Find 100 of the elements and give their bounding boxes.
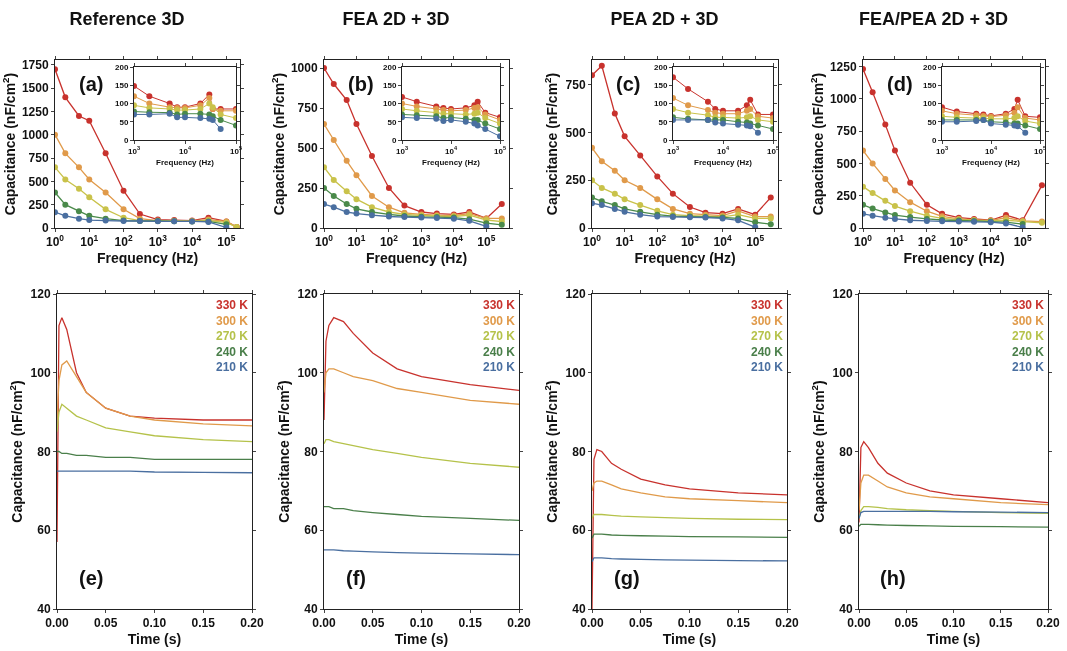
y-tick-label: 500 [297, 141, 318, 156]
x-tick-label: 10$^{0}$ [45, 233, 65, 250]
text: 210 K [483, 360, 516, 374]
x-tick-label: 0.00 [847, 616, 871, 631]
y-tick-label: 0 [310, 221, 318, 236]
x-axis-title: Time (s) [394, 630, 449, 647]
annotation: (c) [616, 73, 641, 95]
x-tick-label: 10$^{3}$ [127, 145, 141, 156]
x-tick-label: 10$^{4}$ [713, 233, 732, 250]
y-tick-label: 150 [654, 81, 668, 91]
x-tick-label: 10$^{3}$ [935, 145, 949, 156]
x-tick-label: 10$^{1}$ [615, 233, 634, 250]
y-tick-label: 40 [839, 602, 853, 617]
annotation: (e) [79, 567, 104, 589]
x-tick-label: 0.15 [191, 616, 216, 631]
x-tick-label: 10$^{1}$ [80, 233, 99, 250]
x-axis-title: Frequency (Hz) [634, 249, 736, 266]
text: 270 K [751, 329, 784, 343]
y-tick-label: 750 [836, 124, 857, 139]
text: 300 K [751, 314, 784, 328]
text: 270 K [483, 329, 516, 343]
text: 270 K [1012, 329, 1045, 343]
x-axis-title: Frequency (Hz) [365, 249, 468, 266]
y-tick-label: 100 [654, 99, 668, 109]
text: 330 K [216, 298, 249, 312]
text: 240 K [483, 345, 516, 359]
y-tick-label: 40 [304, 602, 318, 617]
y-tick-label: 0 [662, 135, 668, 145]
y-tick-label: 150 [923, 81, 937, 91]
y-tick-label: 150 [115, 81, 129, 91]
x-axis-title: Time (s) [926, 630, 981, 647]
x-tick-label: 10$^{4}$ [716, 145, 730, 156]
x-tick-label: 0.05 [894, 616, 919, 631]
text: 300 K [483, 314, 516, 328]
y-tick-label: 0 [123, 135, 129, 145]
y-tick-label: 120 [565, 287, 586, 302]
text: 330 K [483, 298, 516, 312]
chart-title: PEA 2D + 3D [610, 8, 719, 29]
x-tick-label: 10$^{3}$ [949, 233, 969, 250]
y-tick-label: 80 [572, 444, 586, 459]
y-tick-label: 1750 [21, 57, 49, 72]
annotation: (b) [348, 73, 374, 95]
chart-title: FEA 2D + 3D [342, 8, 450, 29]
y-tick-label: 60 [37, 523, 51, 538]
x-tick-label: 10$^{3}$ [148, 233, 168, 250]
y-tick-label: 40 [572, 602, 586, 617]
x-tick-label: 0.20 [775, 616, 799, 631]
x-axis-title: Time (s) [127, 630, 182, 647]
x-tick-label: 10$^{3}$ [680, 233, 700, 250]
y-tick-label: 80 [37, 444, 51, 459]
x-tick-label: 0.05 [629, 616, 653, 631]
y-tick-label: 150 [383, 81, 397, 91]
y-tick-label: 1000 [829, 91, 857, 106]
x-tick-label: 10$^{5}$ [477, 233, 496, 250]
x-tick-label: 0.20 [507, 616, 531, 631]
x-tick-label: 10$^{4}$ [981, 233, 1001, 250]
y-tick-label: 1250 [21, 104, 49, 119]
y-tick-label: 120 [30, 287, 51, 302]
y-tick-label: 1500 [21, 81, 49, 96]
x-tick-label: 10$^{5}$ [766, 145, 780, 156]
y-tick-label: 60 [572, 523, 586, 538]
text: 240 K [751, 345, 784, 359]
text: 210 K [751, 360, 784, 374]
x-tick-label: 10$^{3}$ [412, 233, 431, 250]
text: 330 K [751, 298, 784, 312]
chart-title: Reference 3D [69, 8, 185, 29]
x-tick-label: 0.05 [361, 616, 385, 631]
x-tick-label: 10$^{0}$ [582, 233, 602, 250]
y-tick-label: 50 [387, 117, 397, 127]
x-tick-label: 0.10 [941, 616, 966, 631]
annotation: (h) [880, 567, 906, 589]
y-tick-label: 100 [923, 99, 937, 109]
y-tick-label: 500 [565, 125, 586, 140]
y-tick-label: 50 [119, 117, 129, 127]
y-tick-label: 100 [30, 365, 51, 380]
x-tick-label: 0.20 [1036, 616, 1060, 631]
x-tick-label: 10$^{5}$ [1033, 145, 1047, 156]
x-tick-label: 10$^{2}$ [917, 233, 937, 250]
x-tick-label: 10$^{5}$ [746, 233, 765, 250]
text: 210 K [216, 360, 249, 374]
x-tick-label: 10$^{4}$ [984, 145, 998, 156]
x-axis-title: Frequency (Hz) [694, 157, 753, 167]
x-axis-title: Time (s) [662, 630, 717, 647]
y-tick-label: 250 [565, 173, 586, 188]
y-tick-label: 500 [836, 156, 857, 171]
x-tick-label: 10$^{4}$ [183, 233, 202, 250]
y-tick-label: 40 [37, 602, 51, 617]
y-tick-label: 50 [927, 117, 937, 127]
text: 210 K [1012, 360, 1045, 374]
y-tick-label: 60 [839, 523, 853, 538]
text: 330 K [1012, 298, 1045, 312]
x-tick-label: 0.00 [312, 616, 336, 631]
y-tick-label: 50 [658, 117, 668, 127]
y-tick-label: 120 [297, 287, 318, 302]
y-tick-label: 200 [115, 62, 129, 72]
x-tick-label: 0.00 [580, 616, 604, 631]
y-tick-label: 750 [297, 101, 318, 116]
x-tick-label: 10$^{3}$ [395, 145, 409, 156]
x-tick-label: 10$^{2}$ [114, 233, 133, 250]
y-tick-label: 200 [923, 62, 937, 72]
